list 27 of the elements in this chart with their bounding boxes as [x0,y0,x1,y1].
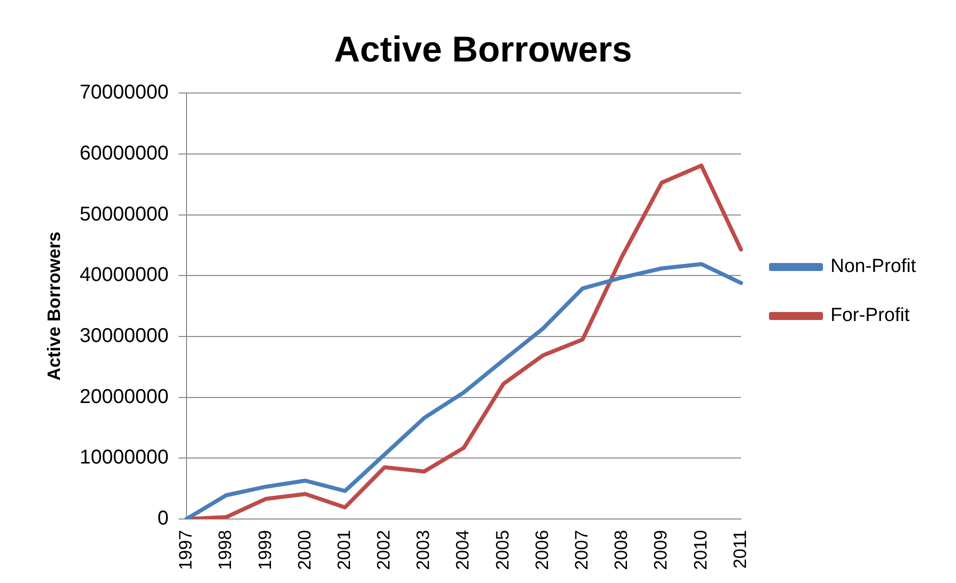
x-tick-label: 1998 [215,530,236,570]
x-tick-label: 2004 [452,530,473,570]
legend-label: Non-Profit [830,256,917,278]
x-tick-label: 2005 [492,530,512,570]
x-tick-label: 2006 [532,530,552,570]
chart-title: Active Borrowers [334,28,632,70]
y-tick-label: 0 [157,507,169,530]
y-tick-label: 70000000 [80,82,169,104]
x-tick-label: 2000 [294,530,314,570]
x-tick-label: 2001 [334,530,354,570]
x-tick-label: 2010 [690,530,710,570]
x-tick-label: 2007 [572,530,592,570]
y-tick-label: 40000000 [80,264,169,286]
x-tick-label: 1999 [254,530,275,570]
y-axis-title: Active Borrowers [44,232,64,381]
legend-label: For-Profit [830,305,910,326]
y-tick-label: 10000000 [80,446,169,469]
x-tick-label: 2011 [730,530,750,569]
x-tick-label: 2003 [413,530,434,570]
y-tick-label: 20000000 [80,386,169,408]
x-tick-label: 1997 [176,530,196,570]
x-tick-label: 2002 [374,530,394,570]
x-tick-label: 2008 [611,530,632,570]
y-tick-label: 30000000 [80,325,169,348]
x-tick-label: 2009 [650,530,671,570]
y-tick-label: 50000000 [80,203,169,226]
y-tick-label: 60000000 [80,142,169,165]
